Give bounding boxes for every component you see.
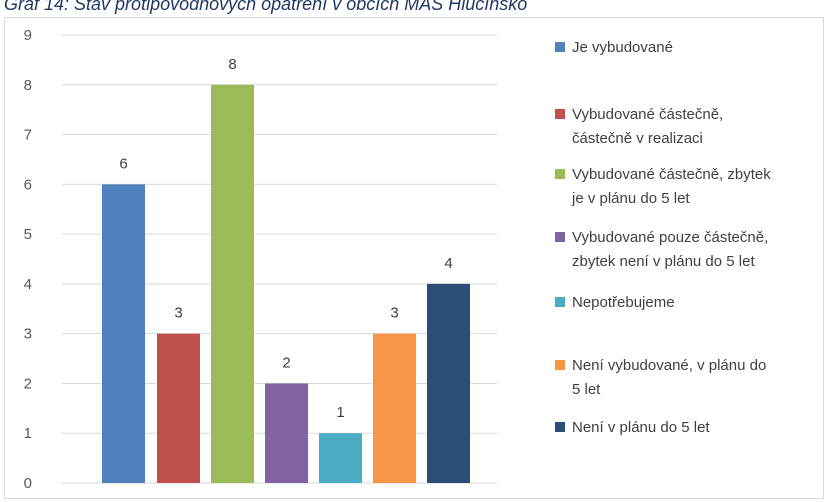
legend-swatch: [555, 109, 565, 119]
legend-label: Vybudované pouze částečně,: [572, 229, 768, 246]
legend-label: částečně v realizaci: [572, 130, 703, 147]
y-tick-label: 5: [24, 226, 32, 243]
legend-swatch: [555, 360, 565, 370]
data-label: 2: [282, 354, 290, 371]
data-label: 1: [336, 404, 344, 421]
data-label: 6: [119, 155, 127, 172]
legend-label: zbytek není v plánu do 5 let: [572, 253, 755, 270]
y-tick-label: 4: [24, 276, 32, 293]
y-tick-label: 9: [24, 27, 32, 44]
chart-caption: Graf 14: Stav protipovodňových opatření …: [4, 0, 528, 14]
y-tick-label: 0: [24, 475, 32, 492]
bar: [319, 433, 362, 483]
chart-frame: [4, 17, 824, 499]
y-tick-label: 8: [24, 77, 32, 94]
bar: [373, 333, 416, 483]
legend-swatch: [555, 42, 565, 52]
bar: [265, 383, 308, 483]
y-tick-label: 3: [24, 326, 32, 343]
y-tick-label: 1: [24, 425, 32, 442]
data-label: 3: [174, 305, 182, 322]
data-label: 3: [390, 305, 398, 322]
y-tick-label: 7: [24, 127, 32, 144]
legend-swatch: [555, 297, 565, 307]
data-label: 4: [444, 255, 452, 272]
bar: [102, 184, 145, 484]
legend-label: Je vybudované: [572, 39, 673, 56]
legend-swatch: [555, 422, 565, 432]
data-label: 8: [228, 56, 236, 73]
legend-label: Nepotřebujeme: [572, 294, 675, 311]
y-tick-label: 6: [24, 176, 32, 193]
legend-label: Není vybudované, v plánu do: [572, 357, 766, 374]
legend-label: Vybudované částečně, zbytek: [572, 166, 771, 183]
legend-swatch: [555, 169, 565, 179]
bar: [427, 283, 470, 483]
bar: [211, 84, 254, 484]
bar: [157, 333, 200, 483]
legend-label: 5 let: [572, 381, 601, 398]
legend-label: Není v plánu do 5 let: [572, 419, 710, 436]
legend-swatch: [555, 232, 565, 242]
legend-label: je v plánu do 5 let: [571, 190, 690, 207]
legend-label: Vybudované částečně,: [572, 106, 723, 123]
y-tick-label: 2: [24, 375, 32, 392]
